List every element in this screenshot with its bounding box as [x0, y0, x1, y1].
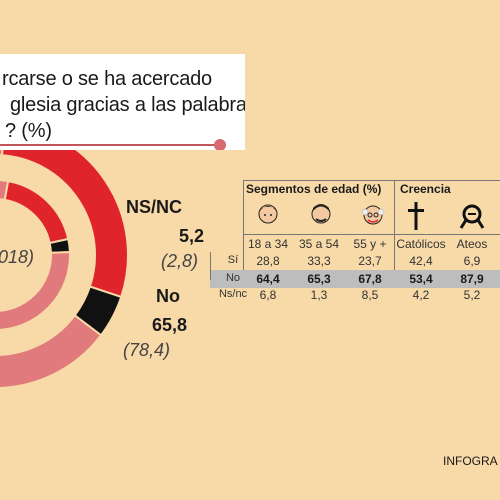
table-cell: 67,8 [358, 272, 382, 286]
belief-group-header: Creencia [400, 182, 451, 196]
row-label: No [225, 272, 241, 284]
title-line-3: ? (%) [5, 120, 52, 142]
table-cell: 33,3 [307, 254, 331, 268]
young-person-icon [258, 204, 278, 224]
column-header: 55 y + [353, 237, 387, 251]
row-label: Ns/nc [218, 288, 248, 300]
table-cell: 53,4 [409, 272, 433, 286]
table-cell: 87,9 [460, 272, 484, 286]
row-label: Sí [227, 254, 239, 266]
header-divider [243, 234, 500, 235]
table-cell: 6,8 [259, 288, 277, 302]
table-cell: 28,8 [256, 254, 280, 268]
table-cell: 4,2 [412, 288, 430, 302]
donut-slice-previous-no [0, 179, 71, 331]
adult-person-icon [311, 204, 331, 224]
column-header: 35 a 54 [298, 237, 340, 251]
table-top-border [243, 180, 500, 181]
title-underline [0, 144, 217, 146]
elderly-person-icon [361, 205, 385, 225]
table-cell: 23,7 [358, 254, 382, 268]
nsnc-previous-value: (2,8) [161, 251, 199, 271]
no-label: No [156, 286, 180, 306]
nsnc-value: 5,2 [179, 226, 205, 246]
table-cell: 1,3 [310, 288, 328, 302]
belief-left-border [394, 180, 395, 270]
title-line-2: glesia gracias a las palabras [10, 94, 245, 116]
nsnc-label: NS/NC [126, 197, 183, 217]
row-label-border [210, 252, 211, 280]
table-cell: 64,4 [256, 272, 280, 286]
age-left-border [243, 180, 244, 270]
no-value: 65,8 [152, 315, 188, 335]
footer-credit: INFOGRA [443, 454, 498, 468]
title-line-1: rcarse o se ha acercado [2, 68, 212, 90]
table-cell: 5,2 [463, 288, 481, 302]
no-row-highlight [210, 270, 500, 288]
column-header: Católicos [396, 237, 446, 251]
table-cell: 8,5 [361, 288, 379, 302]
age-group-header: Segmentos de edad (%) [246, 182, 382, 196]
title-dot [214, 139, 226, 150]
cross-icon [408, 202, 424, 230]
question-title-box: rcarse o se ha acercado glesia gracias a… [0, 54, 245, 150]
table-cell: 42,4 [409, 254, 433, 268]
donut-slice-current-no [0, 121, 103, 389]
no-previous-value: (78,4) [123, 340, 171, 360]
atheism-symbol-icon [459, 204, 485, 229]
table-cell: 65,3 [307, 272, 331, 286]
column-header: Ateos [456, 237, 488, 251]
table-cell: 6,9 [463, 254, 481, 268]
column-header: 18 a 34 [247, 237, 289, 251]
year-label: 018) [0, 247, 35, 267]
